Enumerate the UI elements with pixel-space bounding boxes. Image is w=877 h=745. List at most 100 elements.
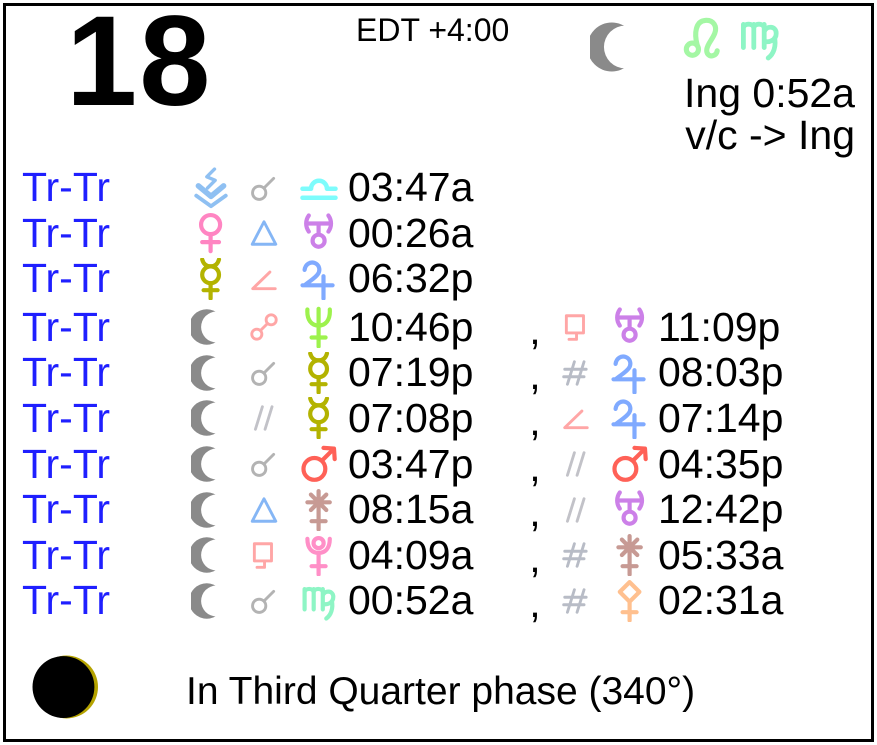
- event-time-2: 02:31a: [658, 577, 784, 624]
- moon-icon: [184, 306, 237, 348]
- transit-row: Tr-Tr 04:09a, 05:33a: [6, 529, 871, 581]
- transit-type-label: Tr-Tr: [22, 209, 111, 256]
- separator-comma: ,: [529, 306, 541, 353]
- moon-icon: [184, 580, 237, 622]
- transit-type-label: Tr-Tr: [22, 486, 111, 533]
- event-time-2: 07:14p: [658, 394, 784, 441]
- event-time: 04:09a: [348, 531, 474, 578]
- separator-comma: ,: [529, 489, 541, 536]
- transit-row: Tr-Tr 06:32p: [6, 255, 871, 301]
- transit-row: Tr-Tr 00:26a: [6, 210, 871, 256]
- day-number: 18: [66, 0, 213, 133]
- parallel-icon: [550, 495, 602, 525]
- transit-row: Tr-Tr 03:47p, 04:35p: [6, 438, 871, 490]
- moon-phase-icon: [32, 654, 100, 720]
- event-time: 06:32p: [348, 255, 474, 302]
- transit-row: Tr-Tr 08:15a, 12:42p: [6, 483, 871, 535]
- event-time: 08:15a: [348, 486, 474, 533]
- transit-row: Tr-Tr 07:08p, 07:14p: [6, 392, 871, 444]
- trine-icon: [237, 495, 290, 525]
- event-time: 03:47a: [348, 164, 474, 210]
- transit-row: Tr-Tr 03:47a: [6, 164, 871, 210]
- transit-type-label: Tr-Tr: [22, 440, 111, 487]
- separator-comma: ,: [529, 352, 541, 399]
- pluto-icon: [290, 534, 348, 577]
- moon-icon: [590, 18, 645, 76]
- conjunction-icon: [237, 586, 290, 616]
- transit-type-label: Tr-Tr: [22, 531, 111, 578]
- mercury-icon: [290, 397, 348, 440]
- event-time-2: 04:35p: [658, 440, 784, 487]
- uranus-icon: [290, 212, 348, 254]
- opposition-icon: [237, 312, 290, 342]
- pallas-icon: [602, 579, 658, 622]
- event-time-2: 05:33a: [658, 531, 784, 578]
- separator-comma: ,: [529, 534, 541, 581]
- uranus-icon: [602, 306, 658, 348]
- virgo-icon: [737, 14, 782, 62]
- juno-icon: [290, 488, 348, 531]
- parallel-icon: [237, 403, 290, 433]
- transit-rows: Tr-Tr 03:47a Tr-Tr 00:26a Tr-Tr 06:32p Tr-T…: [6, 164, 871, 626]
- event-time-2: 08:03p: [658, 349, 784, 396]
- mars-icon: [602, 443, 658, 485]
- contraparallel-icon: [550, 586, 602, 616]
- moon-icon: [184, 397, 237, 439]
- transit-type-label: Tr-Tr: [22, 303, 111, 350]
- event-time: 00:26a: [348, 209, 474, 256]
- day-cell-border: 18 EDT +4:00 Ing 0:52a v/c -> Ing Tr-Tr …: [3, 0, 874, 742]
- void-of-course-label: v/c -> Ing: [685, 112, 855, 158]
- conjunction-icon: [237, 449, 290, 479]
- leo-icon: [682, 14, 727, 62]
- event-time: 00:52a: [348, 577, 474, 624]
- transit-row: Tr-Tr 07:19p, 08:03p: [6, 346, 871, 398]
- transit-type-label: Tr-Tr: [22, 577, 111, 624]
- uranus-icon: [602, 489, 658, 531]
- libra-icon: [290, 167, 348, 209]
- transit-type-label: Tr-Tr: [22, 394, 111, 441]
- moon-signs: [682, 14, 782, 62]
- transit-row: Tr-Tr 10:46p, 11:09p: [6, 301, 871, 353]
- trine-icon: [237, 218, 290, 248]
- virgo-icon: [290, 580, 348, 622]
- contraparallel-icon: [550, 358, 602, 388]
- neptune-icon: [290, 306, 348, 349]
- juno-icon: [602, 534, 658, 577]
- timezone-label: EDT +4:00: [356, 12, 510, 48]
- mercury-icon: [290, 351, 348, 394]
- square-icon: [237, 540, 290, 570]
- event-time: 10:46p: [348, 303, 474, 350]
- jupiter-icon: [602, 397, 658, 440]
- jupiter-icon: [290, 258, 348, 300]
- moon-phase-label: In Third Quarter phase (340°): [186, 670, 696, 713]
- transit-type-label: Tr-Tr: [22, 349, 111, 396]
- parallel-icon: [550, 449, 602, 479]
- mars-icon: [290, 443, 348, 485]
- moon-icon: [184, 489, 237, 531]
- contraparallel-icon: [550, 540, 602, 570]
- jupiter-icon: [602, 352, 658, 394]
- vesta-icon: [184, 166, 237, 209]
- moon-icon: [184, 352, 237, 394]
- transit-row: Tr-Tr 00:52a, 02:31a: [6, 574, 871, 626]
- moon-icon: [184, 534, 237, 576]
- separator-comma: ,: [529, 580, 541, 627]
- event-time-2: 12:42p: [658, 486, 784, 533]
- transit-type-label: Tr-Tr: [22, 164, 111, 210]
- ingress-time-label: Ing 0:52a: [684, 70, 855, 116]
- mercury-icon: [184, 257, 237, 300]
- semisquare-icon: [237, 264, 290, 294]
- semisquare-icon: [550, 403, 602, 433]
- separator-comma: ,: [529, 397, 541, 444]
- conjunction-icon: [237, 358, 290, 388]
- conjunction-icon: [237, 173, 290, 203]
- square-icon: [550, 312, 602, 342]
- event-time: 07:08p: [348, 394, 474, 441]
- moon-icon: [184, 443, 237, 485]
- separator-comma: ,: [529, 443, 541, 490]
- transit-type-label: Tr-Tr: [22, 255, 111, 302]
- event-time: 07:19p: [348, 349, 474, 396]
- venus-icon: [184, 212, 237, 254]
- event-time: 03:47p: [348, 440, 474, 487]
